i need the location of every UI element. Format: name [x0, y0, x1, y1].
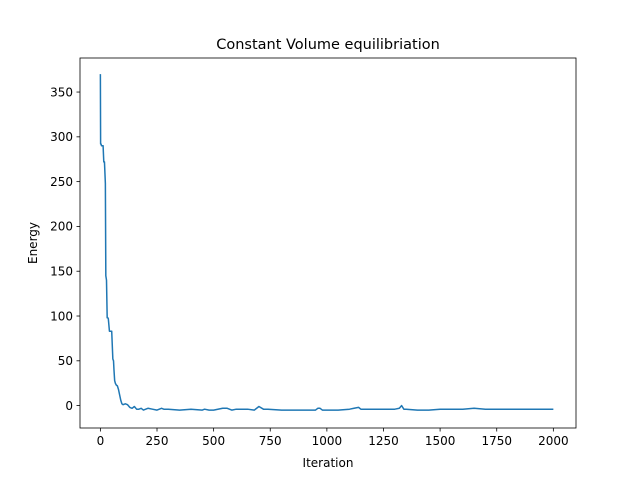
y-tick-label: 250: [50, 175, 73, 189]
x-tick-label: 1500: [425, 434, 456, 448]
x-tick-label: 750: [259, 434, 282, 448]
series-line: [99, 74, 554, 411]
y-tick-label: 200: [50, 220, 73, 234]
y-axis-ticks: 0 50 100 150 200 250 300 350: [50, 85, 80, 413]
chart-title: Constant Volume equilibriation: [216, 37, 440, 53]
x-tick-label: 500: [202, 434, 225, 448]
y-tick-label: 100: [50, 309, 73, 323]
plot-frame: [79, 57, 577, 429]
y-tick-label: 50: [58, 354, 73, 368]
y-axis-label: Energy: [26, 222, 40, 264]
plot-area: [80, 58, 576, 428]
x-axis-ticks: 0 250 500 750 1000 1250 1500 1750 2000: [97, 428, 569, 448]
y-tick-label: 300: [50, 130, 73, 144]
y-tick-label: 350: [50, 85, 73, 99]
x-tick-label: 1250: [368, 434, 399, 448]
x-tick-label: 1000: [312, 434, 343, 448]
x-axis-label: Iteration: [303, 456, 354, 470]
y-tick-label: 150: [50, 265, 73, 279]
x-tick-label: 0: [97, 434, 105, 448]
y-tick-label: 0: [65, 399, 73, 413]
x-tick-label: 1750: [481, 434, 512, 448]
x-tick-label: 250: [146, 434, 169, 448]
x-tick-label: 2000: [538, 434, 569, 448]
